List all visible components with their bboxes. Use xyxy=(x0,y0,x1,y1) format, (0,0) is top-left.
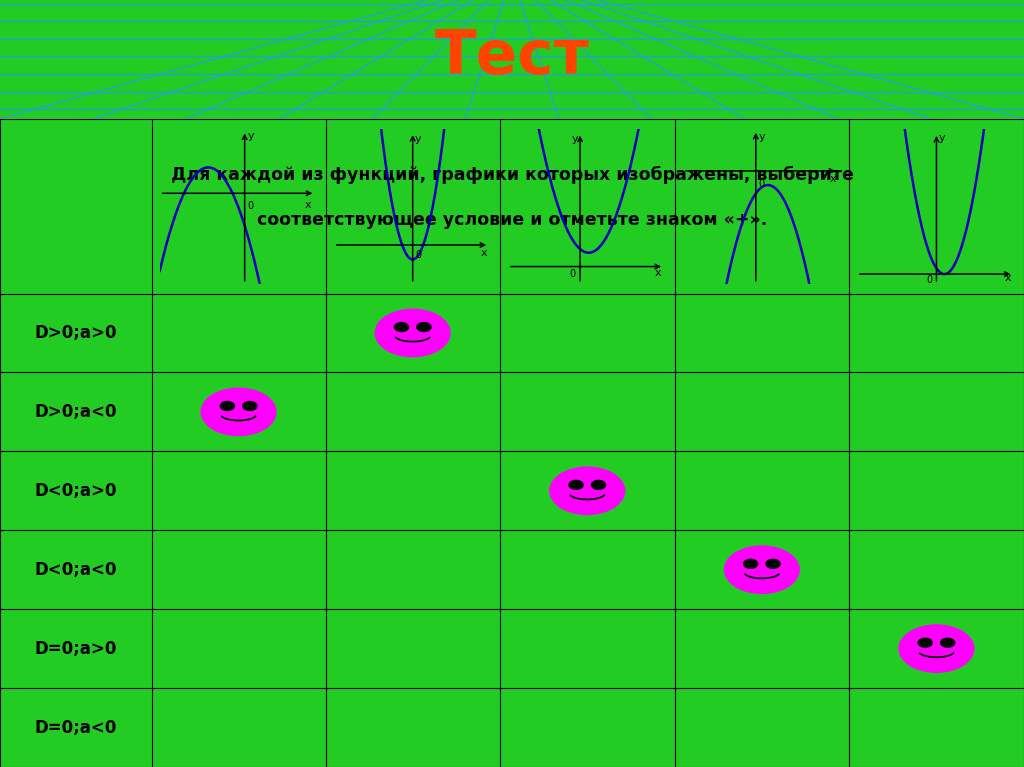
Text: y: y xyxy=(571,134,579,144)
Circle shape xyxy=(592,480,605,489)
Text: y: y xyxy=(415,134,422,144)
Circle shape xyxy=(394,323,409,331)
Circle shape xyxy=(941,638,954,647)
Circle shape xyxy=(569,480,583,489)
Text: D<0;a<0: D<0;a<0 xyxy=(35,561,117,579)
Circle shape xyxy=(766,559,780,568)
Text: D<0;a>0: D<0;a>0 xyxy=(35,482,117,500)
Text: D=0;a<0: D=0;a<0 xyxy=(35,719,117,736)
Text: x: x xyxy=(654,268,662,278)
Text: 0: 0 xyxy=(569,269,575,279)
Text: x: x xyxy=(304,200,311,210)
Circle shape xyxy=(550,467,625,515)
Text: y: y xyxy=(248,131,254,141)
Text: соответствующее условие и отметьте знаком «+».: соответствующее условие и отметьте знако… xyxy=(257,211,767,229)
Text: y: y xyxy=(939,133,945,143)
Text: Для каждой из функций, графики которых изображены, выберите: Для каждой из функций, графики которых и… xyxy=(171,166,853,184)
Text: x: x xyxy=(480,248,487,258)
Circle shape xyxy=(201,388,276,436)
Text: 0: 0 xyxy=(927,275,933,285)
Circle shape xyxy=(743,559,758,568)
Text: D>0;a>0: D>0;a>0 xyxy=(35,324,117,342)
Circle shape xyxy=(243,401,257,410)
Text: y: y xyxy=(759,132,765,142)
Text: D=0;a>0: D=0;a>0 xyxy=(35,640,117,657)
Text: 0: 0 xyxy=(416,250,422,260)
Text: 0: 0 xyxy=(759,179,765,189)
Text: x: x xyxy=(830,174,837,184)
Text: x: x xyxy=(1005,273,1011,283)
Circle shape xyxy=(220,401,234,410)
Circle shape xyxy=(899,625,974,673)
Circle shape xyxy=(417,323,431,331)
Circle shape xyxy=(375,309,451,357)
Text: Тест: Тест xyxy=(434,28,590,87)
Circle shape xyxy=(919,638,932,647)
Text: D>0;a<0: D>0;a<0 xyxy=(35,403,117,421)
Text: 0: 0 xyxy=(248,201,254,211)
Circle shape xyxy=(724,546,800,594)
